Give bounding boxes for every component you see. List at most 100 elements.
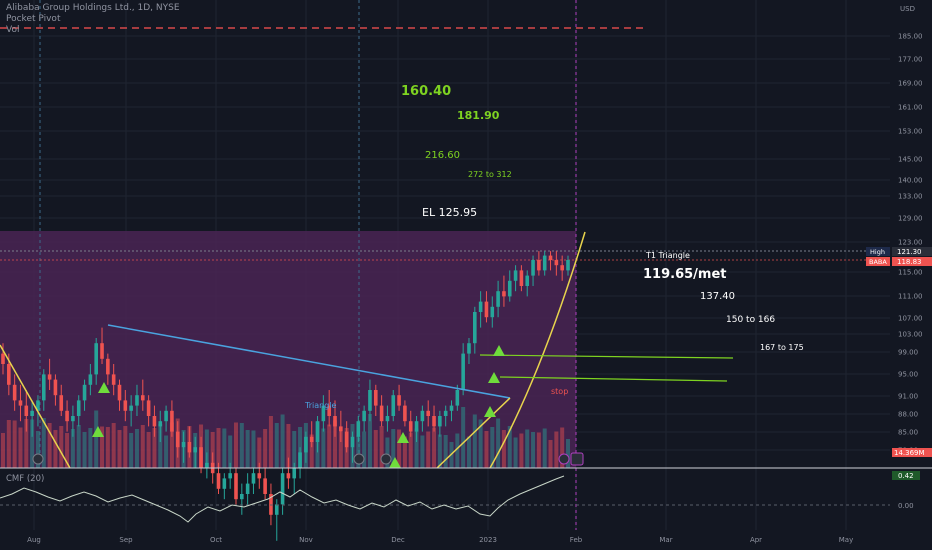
volume-bar <box>379 426 384 468</box>
volume-bar <box>35 431 40 468</box>
candle-body <box>525 275 530 286</box>
target-150: 150 to 166 <box>726 315 775 325</box>
volume-bar <box>245 430 250 468</box>
volume-bar <box>414 428 419 468</box>
volume-bar <box>164 435 169 468</box>
volume-bar <box>420 435 425 468</box>
volume-bar <box>362 431 367 468</box>
volume-bar <box>373 430 378 468</box>
volume-bar <box>59 426 64 468</box>
candle-body <box>12 384 17 401</box>
green-level-line-1 <box>479 354 734 359</box>
candle-body <box>298 452 302 468</box>
candle-body <box>18 400 23 406</box>
price-tick: 95.00 <box>898 371 918 379</box>
volume-bar <box>204 429 209 468</box>
candle-body <box>170 410 174 432</box>
volume-bar <box>286 424 291 468</box>
earnings-markers <box>32 452 584 466</box>
cmf-value-bg <box>892 471 920 480</box>
volume-bar <box>490 427 495 468</box>
candle-body <box>309 436 314 442</box>
target-181: 181.90 <box>457 109 500 122</box>
candle-body <box>100 343 104 359</box>
price-tick: 185.00 <box>898 33 923 41</box>
last-value: 118.83 <box>897 258 922 266</box>
high-tag: High <box>870 248 885 256</box>
time-tick: Feb <box>570 536 583 544</box>
volume-bar <box>333 420 338 468</box>
candle-body <box>315 421 320 442</box>
volume-bar <box>455 433 460 468</box>
candle-body <box>251 473 256 484</box>
volume-title[interactable]: Vol <box>6 25 20 35</box>
target-167: 167 to 175 <box>760 343 804 352</box>
price-tick: 99.00 <box>898 349 918 357</box>
chart-legend: Alibaba Group Holdings Ltd., 1D, NYSE Po… <box>6 3 180 36</box>
candle-body <box>368 390 372 411</box>
symbol-tag: BABA <box>869 258 887 266</box>
cmf-value: 0.42 <box>898 472 914 480</box>
candle-body <box>496 291 500 307</box>
candle-body <box>94 343 98 375</box>
candle-body <box>455 390 460 406</box>
volume-bar <box>251 430 256 468</box>
triangle-label: Triangle <box>304 401 336 410</box>
volume-bar <box>233 422 238 468</box>
candle-body <box>449 405 454 411</box>
volume-bar <box>501 430 506 468</box>
candle-body <box>263 478 267 494</box>
candle-body <box>240 494 244 500</box>
candle-body <box>339 426 343 432</box>
candle-body <box>152 416 157 427</box>
volume-bar <box>268 416 273 468</box>
volume-bar <box>70 429 75 468</box>
volume-bar <box>152 428 157 468</box>
volume-bar <box>82 432 87 468</box>
volume-bar <box>513 437 518 468</box>
volume-bar <box>41 418 46 468</box>
price-tick: 91.00 <box>898 393 918 401</box>
volume-bar <box>117 430 122 468</box>
price-tick: 123.00 <box>898 239 923 247</box>
candle-body <box>403 405 407 422</box>
time-tick: Oct <box>210 536 222 544</box>
volume-bar <box>443 435 448 468</box>
volume-bar <box>6 420 11 468</box>
price-tick: 88.00 <box>898 411 918 419</box>
candle-body <box>65 410 69 422</box>
candle-body <box>187 442 192 453</box>
candle-body <box>373 390 378 406</box>
candle-body <box>537 260 541 271</box>
volume-bar <box>321 428 326 468</box>
candle-body <box>478 301 483 312</box>
parabolic-yellow-curve <box>489 231 586 469</box>
volume-bar <box>327 424 332 468</box>
last-value-bg <box>892 257 932 266</box>
volume-bar <box>560 427 565 468</box>
volume-bar <box>216 428 221 468</box>
candle-body <box>117 384 122 401</box>
candle-body <box>111 374 116 385</box>
candle-body <box>391 395 396 416</box>
candle-body <box>350 436 355 448</box>
candle-body <box>135 395 139 406</box>
candle-body <box>438 416 442 427</box>
volume-bar <box>554 431 559 468</box>
price-tick: 161.00 <box>898 104 923 112</box>
cmf-line <box>0 475 565 523</box>
indicator-title[interactable]: Pocket Pivot <box>6 14 61 24</box>
volume-bar <box>140 425 145 468</box>
candle-body <box>47 374 52 380</box>
candle-body <box>205 462 209 468</box>
candle-body <box>507 280 512 297</box>
left-yellow-trendline <box>0 344 71 469</box>
price-tick: 111.00 <box>898 293 923 301</box>
time-tick: 2023 <box>479 536 497 544</box>
symbol-title[interactable]: Alibaba Group Holdings Ltd., 1D, NYSE <box>6 3 180 13</box>
candle-body <box>140 395 145 401</box>
candle-body <box>88 374 93 385</box>
candle-body <box>53 379 58 396</box>
candle-body <box>333 416 337 427</box>
